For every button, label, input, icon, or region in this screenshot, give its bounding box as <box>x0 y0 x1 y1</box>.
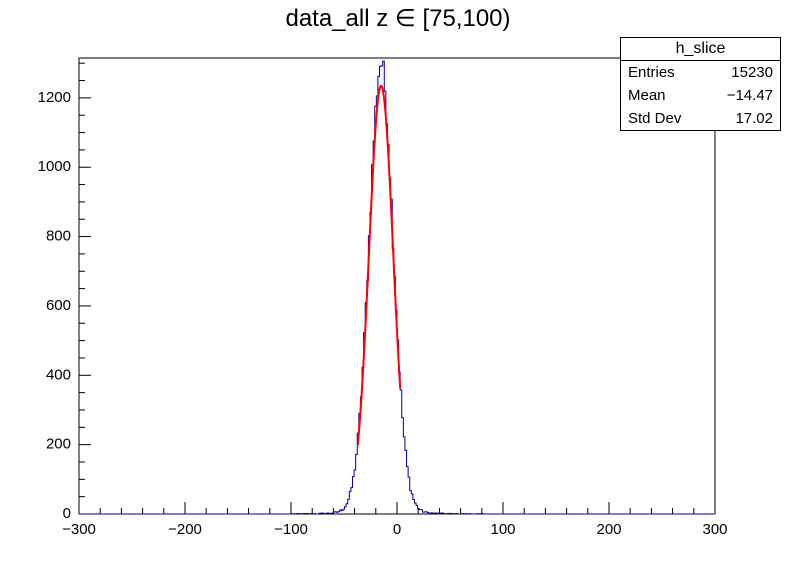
x-tick-label: −200 <box>168 521 202 538</box>
stats-row-entries: Entries 15230 <box>621 61 780 84</box>
gaussian-fit-curve <box>356 84 402 446</box>
stats-title: h_slice <box>621 38 780 61</box>
axis-ticks <box>78 62 716 515</box>
stats-label: Mean <box>628 87 666 104</box>
x-tick-label: −100 <box>274 521 308 538</box>
stats-row-mean: Mean −14.47 <box>621 84 780 107</box>
x-tick-label: 100 <box>490 521 515 538</box>
y-tick-label: 600 <box>46 297 71 314</box>
stats-value: −14.47 <box>726 87 773 104</box>
stats-label: Entries <box>628 64 675 81</box>
y-tick-label: 0 <box>63 505 71 522</box>
stats-row-stddev: Std Dev 17.02 <box>621 107 780 130</box>
stats-label: Std Dev <box>628 110 682 127</box>
y-tick-label: 200 <box>46 436 71 453</box>
x-tick-label: −300 <box>62 521 96 538</box>
axis-tick-labels: −300 −200 −100 0 100 200 300 0 200 400 600 800 1000 1… <box>38 89 728 538</box>
y-tick-label: 1200 <box>38 89 71 106</box>
stats-value: 17.02 <box>735 110 773 127</box>
y-tick-label: 800 <box>46 228 71 245</box>
stats-value: 15230 <box>731 64 773 81</box>
x-tick-label: 0 <box>393 521 401 538</box>
y-tick-label: 400 <box>46 366 71 383</box>
y-tick-label: 1000 <box>38 158 71 175</box>
stats-box: h_slice Entries 15230 Mean −14.47 Std De… <box>620 37 781 131</box>
x-tick-label: 300 <box>702 521 727 538</box>
x-tick-label: 200 <box>596 521 621 538</box>
chart-title: data_all z ∈ [75,100) <box>285 5 511 32</box>
